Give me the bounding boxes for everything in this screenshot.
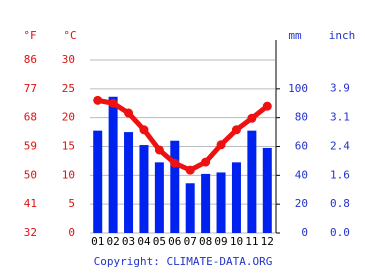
mm-tick-label: 40 <box>295 168 308 181</box>
x-tick-label: 05 <box>153 235 166 248</box>
inch-tick-label: 0.0 <box>330 226 350 239</box>
mm-axis-label: mm <box>288 29 302 42</box>
point <box>170 158 180 168</box>
bar <box>139 145 149 233</box>
c-axis-label: °C <box>63 29 76 42</box>
inch-tick-label: 1.6 <box>330 169 350 182</box>
point <box>216 140 226 150</box>
x-tick-label: 04 <box>137 235 151 248</box>
x-tick-label: 10 <box>230 235 243 248</box>
bar <box>247 130 257 233</box>
inch-axis-label: inch <box>329 29 356 42</box>
f-tick-label: 32 <box>24 226 37 239</box>
x-tick-label: 12 <box>261 235 274 248</box>
bar <box>124 132 134 233</box>
x-tick-label: 02 <box>107 235 120 248</box>
f-tick-label: 68 <box>24 111 37 124</box>
bar <box>93 130 103 233</box>
source: Copyright: CLIMATE-DATA.ORG <box>94 255 273 268</box>
point <box>139 125 149 135</box>
bar <box>154 162 164 233</box>
point <box>93 95 103 105</box>
f-tick-label: 59 <box>24 140 37 153</box>
mm-tick-label: 0 <box>301 226 308 239</box>
c-tick-label: 10 <box>62 168 75 181</box>
inch-tick-label: 2.4 <box>330 140 350 153</box>
inch-tick-label: 3.1 <box>330 111 350 124</box>
c-tick-label: 15 <box>62 140 75 153</box>
bar <box>262 147 272 233</box>
point <box>124 108 134 118</box>
inch-tick-label: 0.8 <box>330 197 350 210</box>
c-tick-label: 30 <box>62 53 75 66</box>
x-tick-label: 01 <box>91 235 104 248</box>
x-tick-label: 07 <box>184 235 197 248</box>
c-tick-label: 20 <box>62 111 75 124</box>
point <box>185 165 195 175</box>
mm-tick-label: 60 <box>295 140 308 153</box>
f-tick-label: 50 <box>24 168 37 181</box>
inch-tick-label: 3.9 <box>330 82 350 95</box>
x-tick-label: 11 <box>245 235 258 248</box>
c-tick-label: 5 <box>68 197 75 210</box>
bar <box>201 173 211 233</box>
bar <box>108 96 118 233</box>
line <box>97 97 269 173</box>
c-tick-label: 25 <box>62 82 75 95</box>
c-tick-label: 0 <box>68 226 75 239</box>
mm-tick-label: 20 <box>295 197 308 210</box>
f-tick-label: 86 <box>24 53 37 66</box>
bar <box>216 172 226 233</box>
x-tick-label: 03 <box>122 235 135 248</box>
bar <box>185 183 195 233</box>
f-tick-label: 41 <box>24 197 37 210</box>
mm-tick-label: 80 <box>295 111 308 124</box>
bar <box>231 162 241 233</box>
mm-tick-label: 100 <box>288 82 308 95</box>
x-tick-label: 06 <box>168 235 181 248</box>
point <box>201 157 211 167</box>
point <box>247 113 257 123</box>
bar <box>170 140 180 233</box>
f-axis-label: °F <box>23 29 36 42</box>
x-tick-label: 08 <box>199 235 212 248</box>
f-tick-label: 77 <box>24 82 37 95</box>
x-tick-label: 09 <box>214 235 227 248</box>
point <box>262 101 272 111</box>
point <box>231 125 241 135</box>
point <box>154 145 164 155</box>
point <box>108 98 118 108</box>
